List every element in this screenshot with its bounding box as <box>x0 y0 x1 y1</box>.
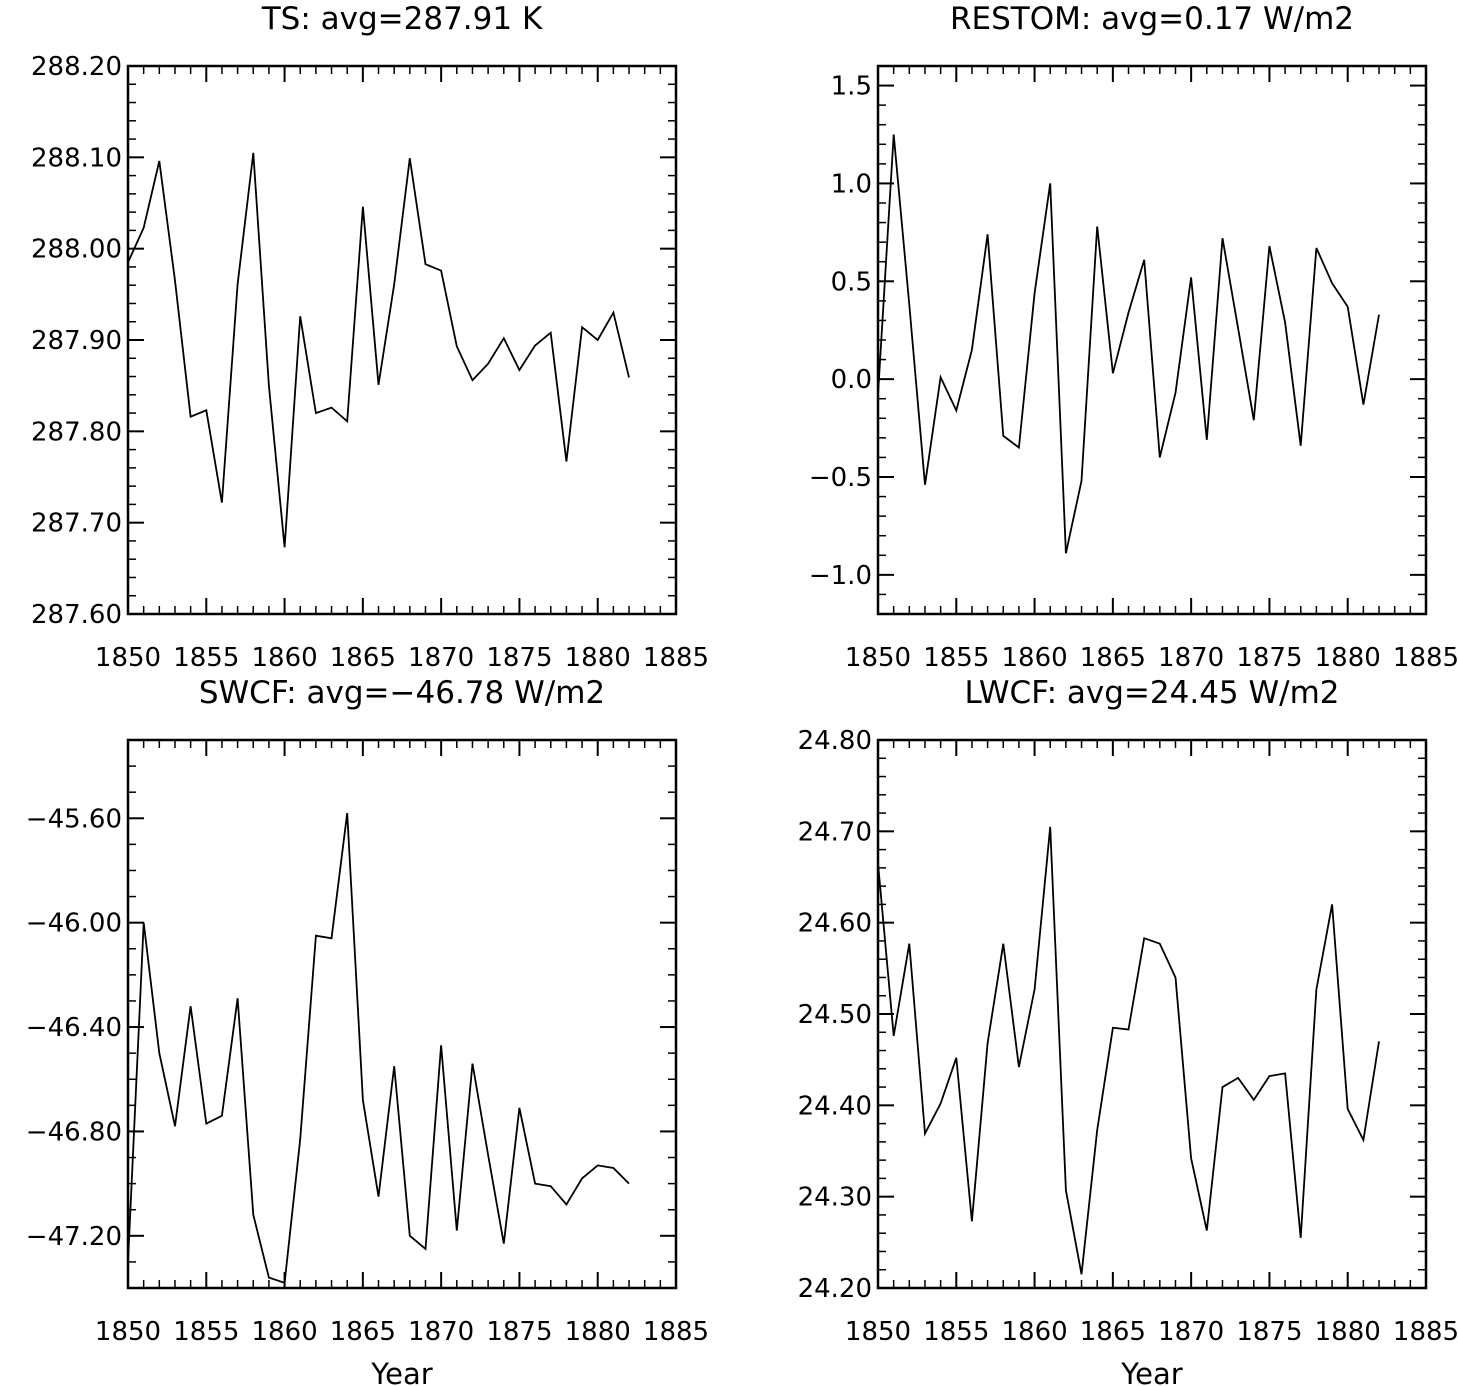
x-tick-label: 1855 <box>923 1317 989 1347</box>
x-tick-label: 1875 <box>486 1317 552 1347</box>
series-line <box>127 812 630 1285</box>
y-tick-label: 24.80 <box>798 726 872 756</box>
y-tick-label: −0.5 <box>809 463 872 493</box>
x-tick-label: 1885 <box>643 643 709 673</box>
y-tick-label: 0.0 <box>831 365 872 395</box>
x-tick-label: 1870 <box>408 1317 474 1347</box>
y-tick-label: 287.80 <box>31 417 122 447</box>
x-tick-label: 1855 <box>923 643 989 673</box>
x-axis-label: Year <box>1120 1357 1182 1386</box>
y-tick-label: −46.80 <box>26 1117 122 1147</box>
y-tick-label: −1.0 <box>809 561 872 591</box>
plot-frame <box>126 738 678 1290</box>
y-tick-label: 1.0 <box>831 169 872 199</box>
y-tick-label: −45.60 <box>26 804 122 834</box>
panel-lwcf: LWCF: avg=24.45 W/m2 1850 1855 1860 1865 1870… <box>798 675 1458 1386</box>
y-tick-label: 24.60 <box>798 909 872 939</box>
x-tick-label: 1865 <box>1080 1317 1146 1347</box>
y-tick-label: 287.70 <box>31 509 122 539</box>
y-tick-label: 24.50 <box>798 1000 872 1030</box>
x-tick-label: 1855 <box>173 1317 239 1347</box>
x-tick-label: 1880 <box>565 643 631 673</box>
series-line <box>877 134 1380 554</box>
x-tick-label: 1865 <box>330 643 396 673</box>
y-tick-label: 1.5 <box>831 72 872 102</box>
x-tick-label: 1885 <box>1393 643 1458 673</box>
series-line <box>127 152 630 548</box>
x-tick-label: 1855 <box>173 643 239 673</box>
x-tick-label: 1850 <box>845 643 911 673</box>
x-tick-label: 1865 <box>1080 643 1146 673</box>
x-tick-label: 1870 <box>1158 643 1224 673</box>
x-tick-label: 1860 <box>1001 1317 1067 1347</box>
x-tick-label: 1880 <box>565 1317 631 1347</box>
x-tick-label: 1860 <box>1001 643 1067 673</box>
series-line <box>877 826 1380 1275</box>
y-tick-label: 24.40 <box>798 1091 872 1121</box>
x-tick-label: 1885 <box>1393 1317 1458 1347</box>
y-tick-label: 0.5 <box>831 267 872 297</box>
y-tick-label: 287.60 <box>31 600 122 630</box>
x-tick-label: 1860 <box>251 643 317 673</box>
x-tick-label: 1860 <box>251 1317 317 1347</box>
x-tick-label: 1885 <box>643 1317 709 1347</box>
y-tick-label: 287.90 <box>31 326 122 356</box>
x-tick-label: 1850 <box>95 643 161 673</box>
y-tick-label: −46.00 <box>26 909 122 939</box>
plot-frame <box>876 738 1428 1290</box>
x-tick-label: 1850 <box>95 1317 161 1347</box>
chart-title: RESTOM: avg=0.17 W/m2 <box>950 1 1354 37</box>
x-tick-label: 1850 <box>845 1317 911 1347</box>
x-tick-label: 1880 <box>1315 1317 1381 1347</box>
y-tick-label: −46.40 <box>26 1013 122 1043</box>
x-tick-label: 1875 <box>1236 1317 1302 1347</box>
y-tick-label: −47.20 <box>26 1222 122 1252</box>
y-tick-label: 288.10 <box>31 143 122 173</box>
y-tick-label: 288.20 <box>31 52 122 82</box>
panel-restom: RESTOM: avg=0.17 W/m2 1850 1855 1860 1865 187… <box>809 1 1458 673</box>
panel-swcf: SWCF: avg=−46.78 W/m2 1850 1855 1860 1865 187… <box>26 675 709 1386</box>
x-tick-label: 1870 <box>408 643 474 673</box>
plot-frame <box>126 64 678 616</box>
x-tick-label: 1865 <box>330 1317 396 1347</box>
x-tick-label: 1870 <box>1158 1317 1224 1347</box>
x-tick-label: 1875 <box>486 643 552 673</box>
panel-ts: TS: avg=287.91 K 1850 1855 1860 1865 1870 1875… <box>31 1 709 673</box>
plot-frame <box>876 64 1428 616</box>
y-tick-label: 288.00 <box>31 235 122 265</box>
chart-title: LWCF: avg=24.45 W/m2 <box>964 675 1339 711</box>
x-axis-label: Year <box>370 1357 432 1386</box>
x-tick-label: 1880 <box>1315 643 1381 673</box>
y-tick-label: 24.70 <box>798 817 872 847</box>
y-tick-label: 24.20 <box>798 1274 872 1304</box>
y-tick-label: 24.30 <box>798 1183 872 1213</box>
chart-title: SWCF: avg=−46.78 W/m2 <box>199 675 605 711</box>
chart-title: TS: avg=287.91 K <box>261 1 543 37</box>
x-tick-label: 1875 <box>1236 643 1302 673</box>
